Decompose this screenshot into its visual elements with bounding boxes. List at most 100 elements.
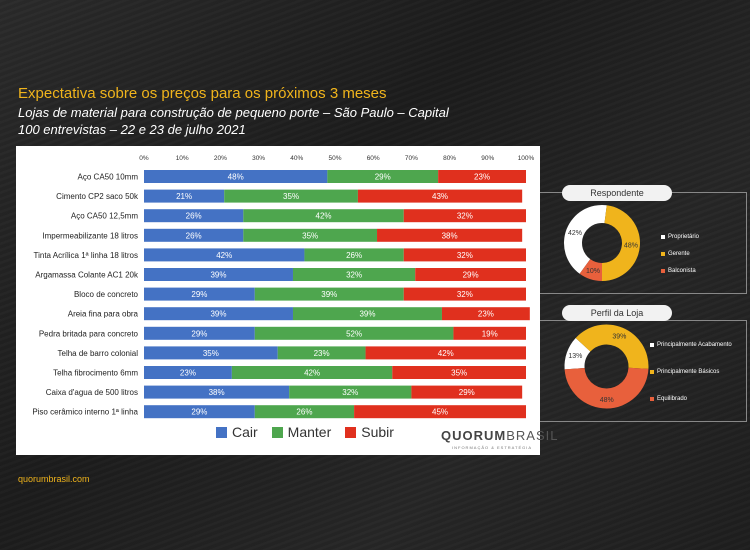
bar-segment-subir — [453, 326, 526, 340]
bar-segment-subir — [438, 170, 526, 183]
brand-name-b: BRASIL — [506, 428, 559, 443]
data-label: 42% — [216, 251, 232, 260]
data-label: 32% — [457, 290, 473, 299]
data-label: 23% — [474, 173, 490, 182]
x-tick-label: 30% — [252, 155, 265, 162]
donut-label: 39% — [612, 334, 626, 341]
bar-segment-subir — [403, 248, 526, 262]
data-label: 39% — [359, 310, 375, 319]
data-label: 29% — [375, 173, 391, 182]
x-tick-label: 40% — [290, 155, 303, 162]
data-label: 23% — [314, 349, 330, 358]
data-label: 21% — [176, 192, 192, 201]
page-subtitle: Lojas de material para construção de peq… — [18, 105, 449, 120]
data-label: 29% — [459, 388, 475, 397]
bar-segment-subir — [403, 287, 526, 301]
donut-slice — [564, 367, 649, 409]
bar-segment-subir — [392, 366, 526, 379]
bar-segment-cair — [144, 170, 328, 183]
data-label: 39% — [210, 271, 226, 280]
legend-label: Equilibrado — [657, 396, 688, 402]
bar-segment-subir — [354, 405, 526, 419]
bar-segment-cair — [144, 346, 278, 360]
bar-segment-subir — [415, 268, 526, 281]
x-tick-label: 20% — [214, 155, 227, 162]
category-label: Telha fibrocimento 6mm — [53, 369, 138, 378]
perfil-donut: 13% 39% 48% — [564, 324, 649, 409]
donut-slice — [564, 337, 591, 370]
category-label: Telha de barro colonial — [58, 349, 139, 358]
bar-segment-manter — [277, 346, 366, 360]
legend-swatch — [661, 252, 665, 256]
legend-label: Principalmente Acabamento — [657, 342, 732, 348]
bar-segment-manter — [243, 209, 404, 223]
category-label: Argamassa Colante AC1 20k — [35, 271, 139, 280]
data-label: 35% — [283, 192, 299, 201]
data-label: 38% — [442, 231, 458, 240]
bar-segment-cair — [144, 405, 255, 419]
data-label: 32% — [457, 212, 473, 221]
category-label: Piso cerâmico interno 1ª linha — [32, 408, 138, 417]
legend-label-manter: Manter — [287, 424, 332, 440]
data-label: 29% — [191, 408, 207, 417]
bar-segment-cair — [144, 248, 305, 262]
x-tick-label: 0% — [139, 155, 149, 162]
brand-logo: QUORUMBRASIL — [441, 428, 558, 443]
respondente-legend-balconista: Balconista — [661, 268, 696, 274]
respondente-legend-proprietario: Proprietário — [661, 234, 699, 240]
donut-slice — [564, 205, 607, 274]
x-tick-label: 50% — [328, 155, 341, 162]
brand-name-a: QUORUM — [441, 428, 507, 443]
legend-label: Principalmente Básicos — [657, 369, 720, 375]
bar-segment-subir — [365, 346, 526, 360]
legend-label: Proprietário — [668, 234, 700, 240]
donut-slice — [602, 205, 640, 281]
bar-segment-manter — [243, 228, 378, 242]
category-label: Cimento CP2 saco 50k — [56, 192, 139, 201]
footer-link[interactable]: quorumbrasil.com — [18, 474, 90, 484]
legend-swatch-subir — [345, 426, 357, 438]
bar-segment-manter — [292, 307, 442, 321]
data-label: 52% — [346, 329, 362, 338]
category-label: Caixa d'agua de 500 litros — [46, 388, 138, 397]
donut-label: 13% — [568, 353, 582, 360]
data-label: 19% — [482, 329, 498, 338]
perfil-legend-acabamento: Principalmente Acabamento — [650, 342, 732, 348]
bar-segment-subir — [357, 189, 523, 203]
x-tick-label: 60% — [367, 155, 380, 162]
x-tick-label: 10% — [176, 155, 189, 162]
data-label: 42% — [316, 212, 332, 221]
page-subtitle-2: 100 entrevistas – 22 e 23 de julho 2021 — [18, 122, 246, 137]
respondente-donut: 42% 48% 10% — [564, 205, 640, 281]
legend-label: Gerente — [668, 251, 690, 257]
bar-chart-panel: 0% 10% 20% 30% 40% 50% 60% 70% 80% 90% 100% Aço CA5… — [16, 146, 557, 455]
legend-swatch — [661, 269, 665, 273]
legend-swatch — [650, 397, 654, 401]
x-tick-label: 70% — [405, 155, 418, 162]
bar-segment-subir — [411, 385, 523, 399]
bar-segment-cair — [144, 326, 255, 340]
legend-item-subir: Subir — [345, 424, 394, 440]
data-label: 39% — [210, 310, 226, 319]
bar-segment-cair — [144, 228, 244, 242]
data-label: 26% — [186, 212, 202, 221]
data-label: 29% — [191, 290, 207, 299]
data-label: 29% — [191, 329, 207, 338]
data-label: 29% — [463, 271, 479, 280]
donut-label: 48% — [624, 242, 638, 249]
bar-segment-manter — [304, 248, 404, 262]
data-label: 45% — [432, 408, 448, 417]
category-label: Pedra britada para concreto — [39, 329, 139, 338]
data-label: 32% — [346, 271, 362, 280]
legend-swatch-manter — [271, 426, 283, 438]
bar-segment-manter — [254, 287, 404, 301]
donut-slice — [579, 259, 602, 281]
data-label: 35% — [302, 231, 318, 240]
chart-legend: Cair Manter Subir — [216, 424, 394, 440]
legend-swatch — [650, 343, 654, 347]
bar-segment-manter — [292, 268, 416, 281]
bar-segment-manter — [231, 366, 393, 379]
bar-segment-subir — [441, 307, 530, 321]
bar-segment-manter — [254, 405, 355, 419]
data-label: 48% — [228, 173, 244, 182]
